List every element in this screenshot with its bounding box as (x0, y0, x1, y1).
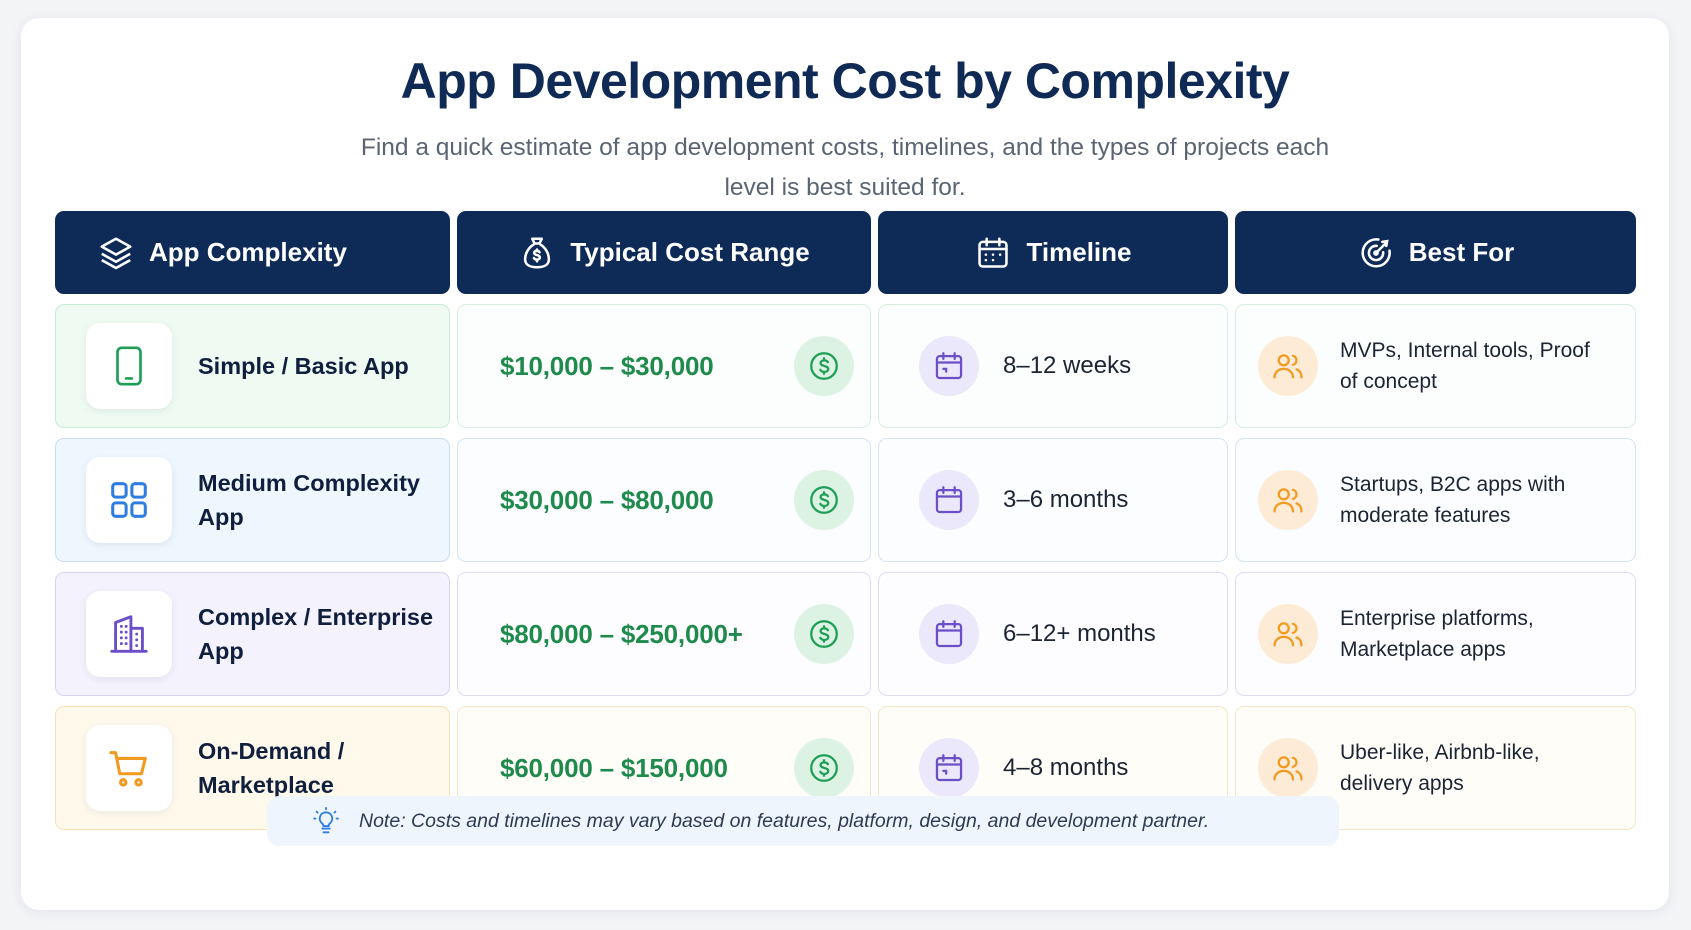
timeline-badge (919, 604, 979, 664)
header-cost: Typical Cost Range (457, 211, 871, 294)
grid-icon (111, 482, 147, 518)
layers-icon (100, 236, 132, 269)
calendar-icon (935, 352, 963, 380)
cost-range: $30,000 – $80,000 (500, 484, 714, 515)
timeline-value: 6–12+ months (1003, 620, 1156, 647)
cost-cell: $10,000 – $30,000 (457, 304, 871, 428)
users-icon (1273, 756, 1303, 781)
header-complexity: App Complexity (55, 211, 450, 294)
header-cost-label: Typical Cost Range (570, 237, 810, 267)
best-for-cell: Startups, B2C apps with moderate feature… (1235, 438, 1636, 562)
timeline-cell: 6–12+ months (878, 572, 1228, 696)
timeline-value: 3–6 months (1003, 486, 1129, 513)
timeline-value: 8–12 weeks (1003, 352, 1132, 379)
cost-cell: $80,000 – $250,000+ (457, 572, 871, 696)
smartphone-icon (116, 346, 142, 386)
page-title: App Development Cost by Complexity (400, 53, 1290, 109)
timeline-cell: 8–12 weeks (878, 304, 1228, 428)
dollar-icon (810, 486, 838, 514)
users-icon (1273, 354, 1303, 379)
note-text: Note: Costs and timelines may vary based… (359, 809, 1210, 832)
timeline-badge (919, 470, 979, 530)
complexity-icon-box (86, 591, 172, 677)
users-icon (1273, 622, 1303, 647)
timeline-badge (919, 336, 979, 396)
calendar-icon (935, 754, 963, 782)
complexity-icon-box (86, 457, 172, 543)
complexity-cell: Medium Complexity App (55, 438, 450, 562)
dollar-badge (794, 336, 854, 396)
best-for-value: Enterprise platforms, Marketplace apps (1340, 607, 1534, 661)
cost-cell: $30,000 – $80,000 (457, 438, 871, 562)
complexity-cell: Simple / Basic App (55, 304, 450, 428)
timeline-cell: 3–6 months (878, 438, 1228, 562)
best-for-value: Startups, B2C apps with moderate feature… (1340, 473, 1566, 527)
cost-range: $10,000 – $30,000 (500, 350, 714, 381)
best-for-badge (1258, 738, 1318, 798)
calendar-icon (935, 486, 963, 514)
complexity-label: Simple / Basic App (198, 353, 409, 379)
dollar-icon (810, 620, 838, 648)
timeline-cell: 4–8 months (878, 706, 1228, 830)
timeline-value: 4–8 months (1003, 754, 1129, 781)
header-complexity-label: App Complexity (149, 237, 347, 267)
best-for-cell: Enterprise platforms, Marketplace apps (1235, 572, 1636, 696)
dollar-badge (794, 738, 854, 798)
target-icon (1361, 237, 1391, 268)
money-bag-icon (524, 236, 551, 269)
best-for-badge (1258, 336, 1318, 396)
header-timeline: Timeline (878, 211, 1228, 294)
cost-card: App Development Cost by Complexity Find … (21, 18, 1669, 910)
complexity-label: On-Demand / Marketplace (198, 738, 345, 798)
complexity-icon-box (86, 323, 172, 409)
lightbulb-icon (313, 806, 339, 834)
calendar-icon (978, 236, 1009, 268)
shopping-cart-icon (109, 751, 147, 787)
best-for-badge (1258, 470, 1318, 530)
header-best-for-label: Best For (1408, 237, 1515, 267)
dollar-badge (794, 604, 854, 664)
cost-range: $80,000 – $250,000+ (500, 618, 743, 649)
best-for-cell: MVPs, Internal tools, Proof of concept (1235, 304, 1636, 428)
best-for-badge (1258, 604, 1318, 664)
dollar-badge (794, 470, 854, 530)
complexity-label: Medium Complexity App (198, 470, 420, 530)
cost-table: App Complexity Typical Cost Range Timeli… (55, 211, 1636, 830)
complexity-label: Complex / Enterprise App (198, 604, 434, 664)
users-icon (1273, 488, 1303, 513)
header-best-for: Best For (1235, 211, 1636, 294)
header-timeline-label: Timeline (1026, 237, 1132, 267)
complexity-cell: On-Demand / Marketplace (55, 706, 450, 830)
note-banner: Note: Costs and timelines may vary based… (267, 796, 1339, 846)
dollar-icon (810, 352, 838, 380)
cost-range: $60,000 – $150,000 (500, 752, 728, 783)
best-for-value: MVPs, Internal tools, Proof of concept (1340, 339, 1590, 393)
complexity-cell: Complex / Enterprise App (55, 572, 450, 696)
dollar-icon (810, 754, 838, 782)
page-subtitle: Find a quick estimate of app development… (360, 134, 1330, 201)
complexity-icon-box (86, 725, 172, 811)
calendar-icon (935, 620, 963, 648)
building-icon (110, 615, 148, 653)
best-for-value: Uber-like, Airbnb-like, delivery apps (1340, 741, 1540, 795)
timeline-badge (919, 738, 979, 798)
